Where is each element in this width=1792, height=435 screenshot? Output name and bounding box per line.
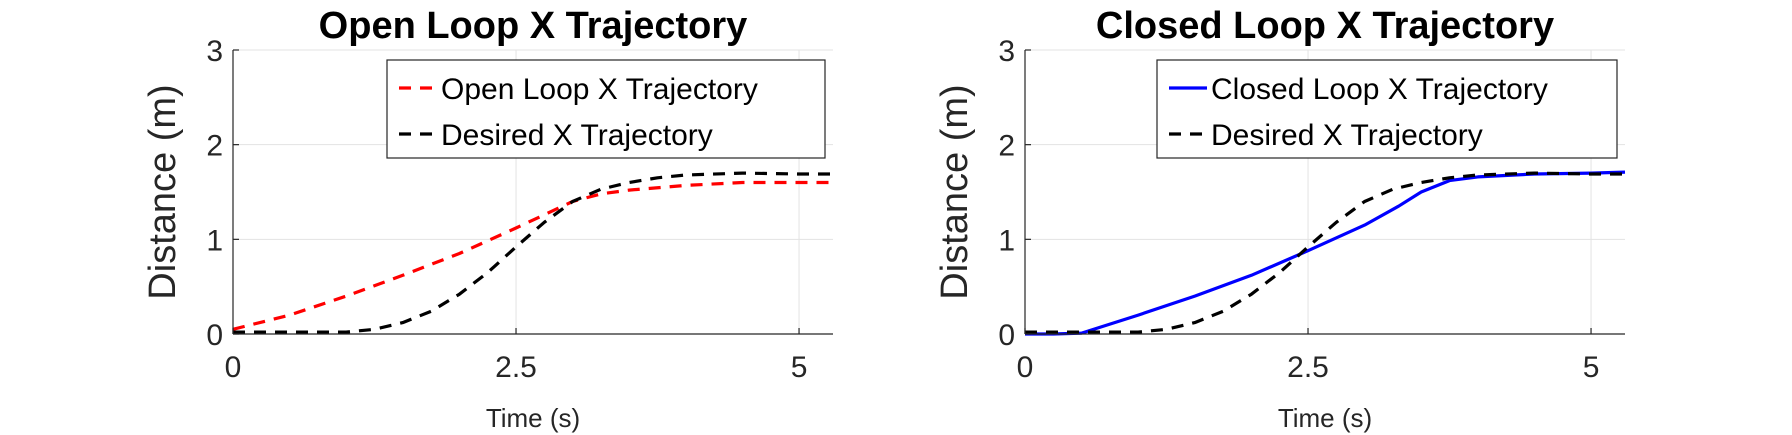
open-loop-chart: 0 1 2 3 0 2.5 5 Open Loop X Trajectory Time (s) D…	[142, 5, 833, 433]
y-axis-label: Distance (m)	[142, 84, 184, 299]
x-axis-label: Time (s)	[486, 403, 580, 433]
y-tick-label: 1	[998, 224, 1015, 257]
closed-loop-title: Closed Loop X Trajectory	[1096, 5, 1554, 47]
legend: Open Loop X Trajectory Desired X Trajecto…	[386, 59, 826, 159]
closed-loop-chart: 0 1 2 3 0 2.5 5 Closed Loop X Trajectory Time (s…	[934, 5, 1626, 433]
series-line-closed-loop-x-trajectory	[1025, 170, 1626, 336]
y-tick-label: 0	[998, 319, 1015, 352]
legend-entry: Desired X Trajectory	[1211, 119, 1483, 152]
y-axis-label: Distance (m)	[934, 84, 976, 299]
y-tick-label: 0	[206, 319, 223, 352]
open-loop-title: Open Loop X Trajectory	[319, 5, 748, 47]
legend-box	[386, 59, 826, 159]
legend: Closed Loop X Trajectory Desired X Trajec…	[1156, 59, 1618, 159]
legend-entry: Desired X Trajectory	[441, 119, 713, 152]
y-tick-label: 3	[206, 35, 223, 68]
legend-entry: Closed Loop X Trajectory	[1211, 73, 1548, 106]
x-tick-label: 5	[791, 351, 808, 384]
legend-entry: Open Loop X Trajectory	[441, 73, 758, 106]
y-tick-label: 2	[206, 130, 223, 163]
x-axis-label: Time (s)	[1278, 403, 1372, 433]
x-tick-label: 0	[1017, 351, 1034, 384]
x-tick-label: 2.5	[495, 351, 537, 384]
legend-box	[1156, 59, 1618, 159]
x-tick-label: 0	[225, 351, 242, 384]
series-line-open-loop-x-trajectory	[232, 180, 833, 331]
series-line-desired-x-trajectory	[233, 171, 833, 334]
y-tick-label: 3	[998, 35, 1015, 68]
x-tick-label: 5	[1583, 351, 1600, 384]
series-line-desired-x-trajectory	[1025, 171, 1625, 334]
y-tick-label: 1	[206, 224, 223, 257]
x-tick-label: 2.5	[1287, 351, 1329, 384]
y-tick-label: 2	[998, 130, 1015, 163]
